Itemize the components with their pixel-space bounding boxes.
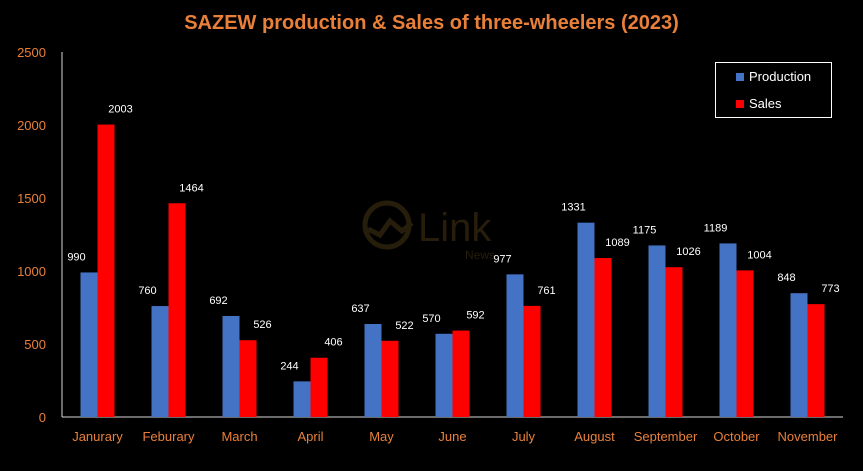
y-tick-label: 0 (39, 410, 46, 425)
bar-production (648, 245, 666, 417)
x-tick-label: March (221, 429, 257, 444)
legend-item-sales: Sales (736, 96, 782, 111)
bar-sales (594, 258, 612, 417)
bar-production (151, 306, 169, 417)
bar-sales (239, 340, 257, 417)
data-label-sales: 592 (466, 310, 484, 322)
bar-production (719, 243, 737, 417)
chart-title: SAZEW production & Sales of three-wheele… (184, 12, 679, 34)
y-axis-ticks: 0 500 1000 1500 2000 2500 (17, 45, 46, 425)
data-label-production: 1189 (704, 222, 728, 234)
bar-sales (97, 124, 115, 417)
data-label-sales: 1089 (605, 237, 629, 249)
data-label-sales: 526 (253, 319, 271, 331)
bar-production (790, 293, 808, 417)
x-tick-label: October (713, 429, 760, 444)
bar-production (80, 272, 98, 417)
x-tick-label: April (297, 429, 323, 444)
data-label-sales: 2003 (108, 104, 132, 116)
chart-legend: Production Sales (715, 62, 832, 118)
bar-production (293, 381, 311, 417)
bar-sales (381, 340, 399, 417)
legend-swatch-sales (736, 99, 744, 108)
x-tick-label: November (778, 429, 839, 444)
bar-sales (310, 357, 328, 417)
data-label-sales: 406 (324, 337, 342, 349)
bar-sales (807, 304, 825, 417)
svg-text:News: News (465, 248, 495, 262)
legend-label-production: Production (749, 69, 812, 84)
x-tick-label: Feburary (142, 429, 195, 444)
bar-production (577, 222, 595, 417)
data-label-production: 760 (138, 285, 156, 297)
bar-production (435, 333, 453, 417)
bar-production (222, 315, 240, 417)
x-tick-label: May (369, 429, 394, 444)
data-label-sales: 1026 (676, 246, 700, 258)
svg-text:Link: Link (418, 206, 492, 250)
x-tick-label: September (634, 429, 698, 444)
bar-sales (168, 203, 186, 417)
bars-group (80, 124, 825, 417)
watermark-logo: Link News (360, 195, 510, 270)
data-label-production: 570 (422, 313, 440, 325)
legend-swatch-production (736, 72, 744, 81)
bar-sales (736, 270, 754, 417)
legend-item-production: Production (736, 69, 811, 84)
x-tick-label: August (574, 429, 615, 444)
data-label-production: 990 (67, 251, 85, 263)
data-label-sales: 522 (395, 320, 413, 332)
legend-label-sales: Sales (749, 96, 782, 111)
x-axis-ticks: Janurary Feburary March April May June July Aug… (72, 429, 838, 444)
y-tick-label: 2500 (17, 45, 46, 60)
x-tick-label: Janurary (72, 429, 123, 444)
x-tick-label: July (512, 429, 536, 444)
bar-sales (523, 305, 541, 417)
y-tick-label: 2000 (17, 118, 46, 133)
data-label-sales: 761 (537, 285, 555, 297)
bar-sales (665, 267, 683, 417)
y-tick-label: 1500 (17, 191, 46, 206)
data-label-production: 637 (351, 303, 369, 315)
bar-sales (452, 330, 470, 417)
x-tick-label: June (438, 429, 466, 444)
data-label-sales: 1004 (747, 249, 771, 261)
bar-production (506, 274, 524, 417)
bar-production (364, 323, 382, 417)
data-label-production: 1331 (561, 202, 585, 214)
y-tick-label: 1000 (17, 264, 46, 279)
data-label-production: 692 (209, 295, 227, 307)
data-label-production: 848 (777, 272, 795, 284)
data-label-production: 977 (493, 253, 511, 265)
data-label-sales: 773 (821, 283, 839, 295)
data-label-production: 1175 (633, 224, 657, 236)
y-tick-label: 500 (24, 337, 46, 352)
data-labels-group: 990 2003 760 1464 692 526 244 406 637 522 570 592 97… (67, 104, 839, 373)
data-label-sales: 1464 (179, 182, 203, 194)
data-label-production: 244 (280, 360, 298, 372)
